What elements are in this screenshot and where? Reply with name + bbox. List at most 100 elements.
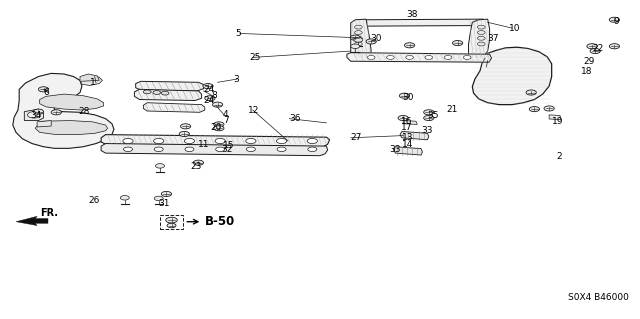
- Text: 4: 4: [223, 110, 228, 119]
- Polygon shape: [24, 109, 44, 121]
- Circle shape: [366, 39, 376, 44]
- Polygon shape: [101, 144, 328, 156]
- Text: 36: 36: [289, 114, 301, 123]
- Circle shape: [153, 91, 161, 94]
- Polygon shape: [472, 47, 552, 105]
- Circle shape: [424, 115, 434, 121]
- Polygon shape: [35, 121, 108, 135]
- Text: 19: 19: [552, 117, 563, 126]
- Text: 11: 11: [198, 140, 210, 149]
- Circle shape: [590, 48, 600, 54]
- Polygon shape: [394, 147, 422, 155]
- Circle shape: [161, 191, 172, 197]
- Text: 30: 30: [402, 93, 413, 102]
- Circle shape: [544, 106, 554, 111]
- Text: 35: 35: [428, 111, 439, 120]
- Text: S0X4 B46000: S0X4 B46000: [568, 293, 629, 302]
- Text: 28: 28: [78, 107, 90, 116]
- Text: 5: 5: [236, 29, 241, 38]
- Circle shape: [308, 147, 317, 152]
- Text: 24: 24: [204, 85, 215, 94]
- Circle shape: [406, 56, 413, 59]
- Polygon shape: [13, 73, 114, 148]
- Circle shape: [367, 56, 375, 59]
- Circle shape: [154, 196, 163, 201]
- Circle shape: [214, 126, 224, 131]
- Circle shape: [351, 44, 360, 48]
- Text: 15: 15: [223, 141, 234, 150]
- Circle shape: [424, 110, 434, 115]
- Circle shape: [477, 25, 485, 29]
- Text: FR.: FR.: [40, 208, 58, 218]
- Circle shape: [387, 56, 394, 59]
- Circle shape: [355, 42, 362, 46]
- Text: 37: 37: [488, 34, 499, 43]
- Circle shape: [354, 38, 363, 42]
- Circle shape: [167, 223, 176, 228]
- Circle shape: [350, 35, 360, 40]
- Text: 23: 23: [191, 162, 202, 171]
- Circle shape: [185, 147, 194, 152]
- Circle shape: [399, 93, 410, 98]
- Text: 27: 27: [351, 133, 362, 142]
- Circle shape: [28, 112, 40, 118]
- Circle shape: [477, 36, 485, 40]
- Text: 32: 32: [221, 145, 232, 154]
- Polygon shape: [80, 76, 102, 85]
- Circle shape: [355, 25, 362, 29]
- Polygon shape: [136, 81, 204, 91]
- Text: 34: 34: [31, 111, 42, 120]
- Circle shape: [463, 56, 471, 59]
- Circle shape: [587, 44, 597, 49]
- Polygon shape: [400, 131, 429, 140]
- Circle shape: [154, 138, 164, 144]
- Circle shape: [452, 41, 463, 46]
- Circle shape: [216, 147, 225, 152]
- Circle shape: [246, 147, 255, 152]
- Circle shape: [120, 196, 129, 200]
- Polygon shape: [351, 19, 371, 58]
- Circle shape: [184, 138, 195, 144]
- Text: 24: 24: [204, 96, 215, 105]
- Circle shape: [477, 42, 485, 46]
- Circle shape: [444, 56, 452, 59]
- Text: 33: 33: [422, 126, 433, 135]
- Circle shape: [205, 96, 215, 101]
- Text: 31: 31: [159, 199, 170, 208]
- Circle shape: [203, 84, 213, 89]
- Polygon shape: [403, 121, 417, 124]
- Text: 14: 14: [402, 140, 413, 149]
- Polygon shape: [347, 53, 492, 62]
- Text: 20: 20: [210, 123, 221, 132]
- Circle shape: [193, 160, 204, 165]
- Text: 18: 18: [581, 67, 593, 76]
- Circle shape: [355, 36, 362, 40]
- Text: 21: 21: [447, 105, 458, 114]
- Text: 26: 26: [88, 196, 100, 205]
- Circle shape: [154, 147, 163, 152]
- Circle shape: [529, 107, 540, 112]
- Circle shape: [277, 147, 286, 152]
- Circle shape: [179, 131, 189, 137]
- Circle shape: [526, 90, 536, 95]
- Text: 9: 9: [613, 17, 619, 26]
- Circle shape: [609, 44, 620, 49]
- Text: 10: 10: [509, 24, 521, 33]
- Text: 7: 7: [223, 116, 228, 125]
- Circle shape: [123, 138, 133, 144]
- Polygon shape: [360, 19, 485, 26]
- Text: 12: 12: [248, 106, 260, 115]
- Text: 33: 33: [389, 145, 401, 154]
- Polygon shape: [80, 74, 99, 81]
- Text: 16: 16: [401, 117, 412, 126]
- Circle shape: [307, 138, 317, 144]
- Text: 29: 29: [584, 57, 595, 66]
- Polygon shape: [16, 216, 48, 226]
- Circle shape: [404, 43, 415, 48]
- Polygon shape: [40, 94, 104, 110]
- Polygon shape: [101, 135, 330, 147]
- Circle shape: [425, 56, 433, 59]
- Text: 38: 38: [406, 10, 418, 19]
- Circle shape: [143, 90, 151, 94]
- Text: 22: 22: [592, 44, 604, 53]
